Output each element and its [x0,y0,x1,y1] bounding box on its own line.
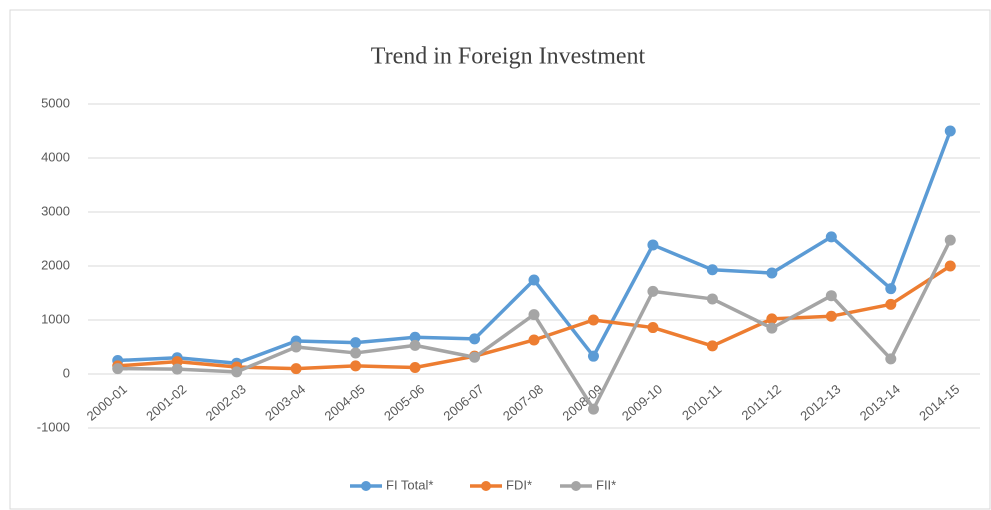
data-point [528,334,540,346]
data-point [231,366,243,378]
data-point [647,322,659,334]
data-point [766,313,778,325]
legend-marker [361,481,371,491]
data-point [885,283,897,295]
legend-label: FDI* [506,477,532,492]
data-point [885,353,897,365]
data-point [944,260,956,272]
data-point [825,310,837,322]
data-point [409,362,421,374]
data-point [528,274,540,286]
data-point [706,293,718,305]
data-point [647,285,659,297]
legend-label: FII* [596,477,616,492]
y-tick-label: 0 [63,365,70,380]
legend-label: FI Total* [386,477,433,492]
y-tick-label: 4000 [41,149,70,164]
data-point [171,363,183,375]
y-tick-label: 5000 [41,95,70,110]
data-point [766,267,778,279]
data-point [350,347,362,359]
data-point [825,290,837,302]
data-point [587,350,599,362]
data-point [469,351,481,363]
data-point [587,403,599,415]
data-point [171,356,183,368]
data-point [290,341,302,353]
data-point [587,314,599,326]
data-point [290,363,302,375]
data-point [409,339,421,351]
y-tick-label: 2000 [41,257,70,272]
data-point [944,125,956,137]
data-point [885,298,897,310]
data-point [825,231,837,243]
data-point [350,337,362,349]
legend-marker [571,481,581,491]
data-point [647,239,659,251]
data-point [706,340,718,352]
y-tick-label: 1000 [41,311,70,326]
y-tick-label: -1000 [37,419,70,434]
chart-frame [9,9,991,510]
data-point [112,363,124,375]
data-point [350,360,362,372]
data-point [409,331,421,343]
data-point [706,264,718,276]
chart-title: Trend in Foreign Investment [371,44,646,70]
data-point [766,322,778,334]
legend-marker [481,481,491,491]
data-point [944,234,956,246]
data-point [528,309,540,321]
data-point [469,333,481,345]
y-tick-label: 3000 [41,203,70,218]
